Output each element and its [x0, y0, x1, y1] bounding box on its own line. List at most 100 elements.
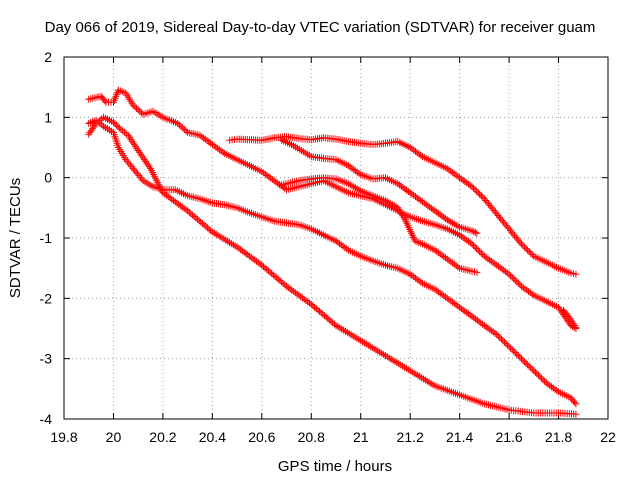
data-point [137, 150, 145, 158]
data-point [533, 370, 541, 378]
series-track-d [85, 113, 580, 418]
data-point [474, 189, 482, 197]
data-point [200, 134, 207, 142]
data-point [215, 146, 223, 154]
data-point [87, 127, 95, 135]
data-point [461, 235, 469, 243]
data-point [434, 249, 442, 257]
y-tick-label: -1 [40, 230, 53, 246]
data-point [355, 186, 363, 194]
data-point [424, 202, 432, 210]
data-point [440, 292, 448, 300]
data-point [513, 278, 521, 286]
data-point [536, 373, 544, 381]
data-point [571, 398, 579, 406]
data-point [116, 87, 124, 95]
data-point [123, 157, 131, 165]
data-point [571, 322, 579, 329]
data-point [476, 190, 484, 198]
data-point [203, 224, 211, 232]
data-point [129, 101, 137, 109]
data-point [572, 270, 580, 278]
x-tick-label: 20.4 [199, 429, 226, 445]
x-tick-label: 20.8 [298, 429, 325, 445]
data-point [131, 103, 139, 111]
data-point [351, 184, 359, 192]
data-point [456, 174, 464, 182]
data-point [180, 125, 188, 133]
data-point [524, 246, 532, 254]
data-point [471, 243, 479, 251]
data-point [440, 213, 448, 221]
data-point [94, 118, 102, 126]
x-tick-labels: 19.8 20 20.2 20.4 20.6 20.8 21 21.2 21.4 21.6 21.8… [50, 429, 616, 445]
data-point [343, 245, 351, 253]
data-point [117, 125, 125, 133]
data-point [408, 272, 416, 279]
data-point [115, 124, 123, 132]
data-point [461, 178, 469, 185]
data-point [502, 340, 510, 348]
data-point [466, 311, 474, 319]
data-point [293, 290, 301, 298]
data-point [487, 257, 495, 265]
data-point [468, 183, 476, 191]
data-point [417, 151, 425, 159]
data-point [471, 228, 479, 236]
data-point [461, 307, 469, 315]
x-axis-label: GPS time / hours [278, 458, 392, 475]
data-point [514, 279, 522, 287]
data-point [473, 187, 481, 195]
data-point [202, 222, 210, 230]
data-point [434, 209, 442, 217]
data-point [178, 203, 186, 211]
y-tick-label: -2 [40, 290, 53, 306]
data-point [510, 347, 518, 355]
data-point [445, 296, 453, 304]
data-point [472, 315, 479, 323]
data-point [518, 355, 525, 363]
data-point [482, 253, 490, 261]
data-point [140, 156, 148, 164]
y-tick-label: 0 [44, 170, 52, 186]
data-point [505, 343, 513, 351]
data-point [553, 387, 561, 395]
data-point [572, 400, 580, 408]
data-point [355, 169, 363, 177]
data-point [283, 282, 290, 290]
data-point [511, 276, 519, 284]
data-point [112, 121, 120, 129]
data-point [276, 277, 284, 285]
data-point [501, 338, 508, 346]
data-point [131, 166, 139, 174]
series-track-f [278, 174, 481, 276]
data-point [507, 272, 515, 280]
data-point [87, 119, 95, 127]
data-point [281, 184, 289, 192]
data-point [535, 371, 542, 379]
data-point [519, 284, 527, 292]
data-point [304, 298, 312, 306]
data-point [538, 374, 545, 382]
data-point [524, 361, 532, 369]
data-point [514, 352, 522, 360]
y-tick-label: -4 [40, 411, 53, 427]
data-point [445, 166, 453, 174]
data-point [510, 275, 518, 283]
data-point [91, 121, 99, 129]
data-point [288, 286, 296, 294]
x-tick-label: 19.8 [50, 429, 77, 445]
x-tick-label: 20 [106, 429, 122, 445]
data-point [298, 294, 306, 302]
data-point [445, 256, 453, 264]
data-point [487, 327, 495, 335]
data-point [434, 288, 442, 296]
data-point [470, 184, 477, 192]
data-point [139, 154, 147, 162]
data-point [392, 203, 400, 211]
x-tick-label: 20.6 [248, 429, 275, 445]
data-point [508, 346, 516, 354]
data-point [530, 367, 538, 375]
data-point [569, 320, 577, 328]
